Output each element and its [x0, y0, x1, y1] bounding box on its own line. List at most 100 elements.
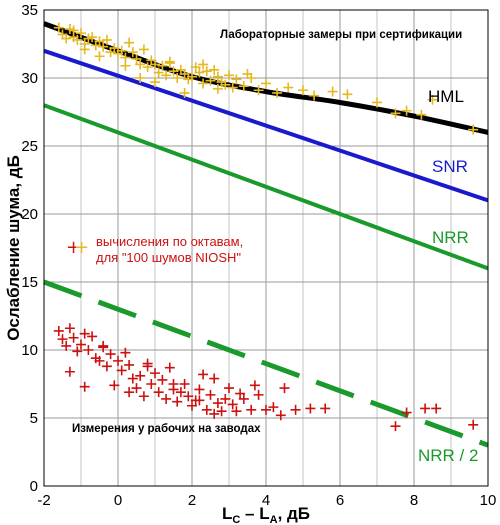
field-annotation: Измерения у рабочих на заводах — [72, 423, 261, 435]
field-point — [124, 359, 135, 370]
field-point — [175, 387, 186, 398]
y-tick-label: 30 — [21, 70, 38, 87]
field-point — [113, 355, 123, 366]
field-point — [227, 399, 238, 410]
lab-point — [427, 94, 438, 105]
x-tick-label: 10 — [480, 492, 497, 509]
field-point — [64, 366, 75, 377]
field-point — [220, 393, 231, 404]
lab-point — [135, 59, 146, 70]
field-point — [53, 325, 64, 336]
lab-point — [172, 73, 183, 83]
lab-point — [190, 62, 201, 73]
lab-annotation: Лабораторные замеры при сертификации — [220, 29, 462, 41]
field-point — [138, 391, 149, 402]
lab-point — [135, 73, 146, 83]
field-point — [201, 404, 212, 415]
lab-point — [164, 56, 175, 67]
lab-point — [198, 78, 209, 89]
field-point — [205, 389, 216, 400]
field-point — [401, 407, 412, 418]
series-label-nrr: NRR — [432, 228, 469, 247]
lab-point — [116, 45, 127, 56]
lab-point — [179, 68, 190, 79]
lab-point — [76, 28, 86, 39]
lab-point — [253, 85, 264, 96]
y-tick-label: 15 — [21, 274, 38, 291]
y-tick-label: 5 — [30, 410, 38, 427]
field-point — [216, 406, 227, 417]
lab-point — [468, 124, 479, 135]
y-tick-label: 20 — [21, 206, 38, 223]
lab-point — [298, 85, 308, 96]
x-axis-title-l: L — [222, 504, 232, 523]
plot-frame — [43, 9, 489, 487]
series-label-nrr-half: NRR / 2 — [418, 446, 478, 465]
snr-line — [43, 48, 489, 203]
field-point — [83, 345, 94, 355]
field-point — [183, 391, 194, 402]
field-point — [279, 383, 290, 394]
lab-point — [201, 66, 212, 77]
nrr-half-line — [43, 279, 489, 448]
lab-point — [161, 70, 172, 81]
lab-point — [401, 105, 412, 116]
lab-point — [101, 34, 112, 45]
field-point — [153, 387, 164, 398]
lab-point — [179, 87, 190, 98]
lab-point — [109, 43, 120, 54]
x-axis-title-minus: – L — [240, 504, 269, 523]
field-point — [127, 373, 138, 384]
legend-marker-red: + — [66, 237, 81, 258]
field-point — [116, 365, 127, 376]
lab-point — [94, 51, 105, 62]
field-point — [72, 346, 83, 357]
field-point — [101, 361, 112, 372]
lab-point — [205, 75, 216, 86]
field-point — [390, 421, 401, 432]
lab-point — [98, 41, 109, 52]
x-tick-label: 4 — [262, 492, 270, 509]
field-point — [64, 323, 75, 334]
lab-point — [242, 68, 253, 79]
lab-point — [61, 33, 72, 44]
field-point — [124, 387, 135, 398]
field-point — [209, 373, 220, 384]
x-tick-label: -2 — [37, 492, 50, 509]
field-point — [157, 374, 168, 385]
y-tick-label: 10 — [21, 342, 38, 359]
field-point — [209, 408, 220, 419]
field-point — [253, 389, 264, 400]
lab-point — [87, 32, 98, 43]
field-point — [135, 370, 146, 381]
x-axis-title: LC – LA, дБ — [222, 504, 310, 525]
lab-point — [194, 67, 205, 78]
lab-point — [220, 79, 231, 90]
lab-point — [124, 37, 135, 48]
lab-point — [53, 22, 64, 33]
field-point — [212, 398, 223, 409]
field-point — [275, 410, 286, 421]
y-tick-label: 35 — [21, 2, 38, 19]
x-axis-title-unit: , дБ — [278, 504, 310, 523]
lab-point — [94, 36, 105, 47]
x-tick-label: 6 — [336, 492, 344, 509]
series-label-snr: SNR — [432, 157, 468, 176]
lab-point — [231, 74, 242, 85]
lab-point — [372, 97, 382, 108]
series-label-hml: HML — [428, 87, 464, 106]
field-point — [194, 384, 205, 395]
field-point — [164, 362, 175, 373]
field-point — [109, 380, 120, 391]
lab-point — [72, 34, 83, 45]
legend-line-2: для "100 шумов NIOSH" — [96, 250, 241, 265]
y-tick-label: 0 — [30, 478, 38, 495]
lab-point — [227, 82, 238, 93]
field-point — [268, 402, 279, 413]
field-point — [142, 361, 153, 372]
field-point — [194, 395, 205, 406]
field-point — [235, 388, 246, 399]
x-tick-label: 8 — [410, 492, 418, 509]
field-point — [198, 369, 209, 380]
